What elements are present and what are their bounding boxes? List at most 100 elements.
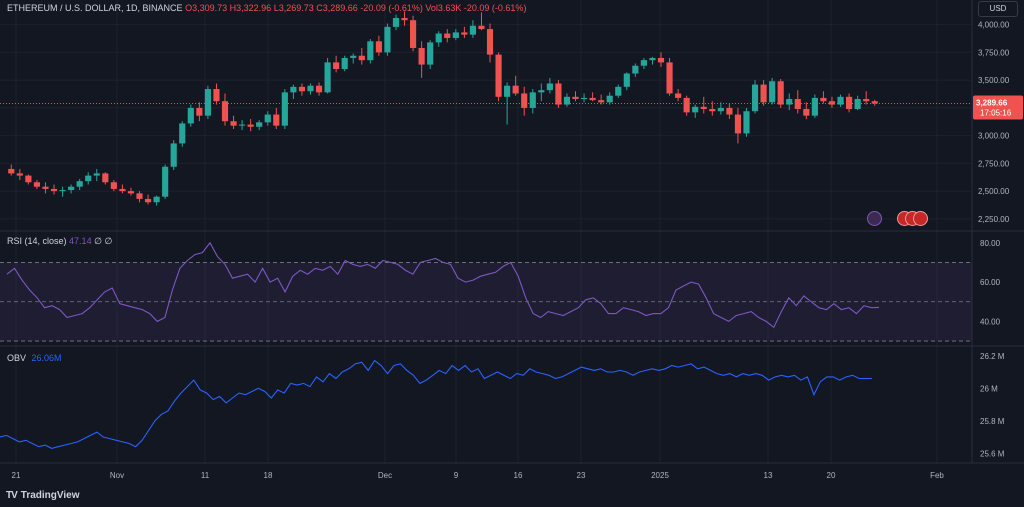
last-price-badge bbox=[973, 95, 1023, 120]
obv-tick-label: 26 M bbox=[980, 384, 998, 393]
candle-body bbox=[555, 83, 562, 105]
candle-body bbox=[8, 168, 15, 174]
candle-body bbox=[204, 89, 211, 116]
candle-body bbox=[110, 182, 117, 189]
rsi-extra-2: ∅ bbox=[104, 236, 113, 246]
currency-button[interactable]: USD bbox=[978, 1, 1018, 17]
candle-body bbox=[598, 100, 605, 103]
time-tick-label: 20 bbox=[827, 471, 836, 480]
time-tick-label: Nov bbox=[110, 471, 124, 480]
candle-body bbox=[256, 122, 263, 127]
open-value: O3,309.73 bbox=[185, 3, 228, 13]
candle-body bbox=[281, 92, 288, 126]
candle-body bbox=[777, 81, 784, 105]
candle-body bbox=[743, 111, 750, 134]
time-tick-label: 13 bbox=[764, 471, 773, 480]
candle-body bbox=[632, 65, 639, 74]
candle-body bbox=[760, 84, 767, 103]
candle-body bbox=[144, 198, 152, 203]
time-tick-label: Dec bbox=[378, 471, 392, 480]
rsi-line bbox=[6, 241, 880, 329]
candle-body bbox=[50, 188, 58, 192]
candle-body bbox=[418, 47, 425, 65]
candle-body bbox=[751, 84, 759, 112]
time-tick-label: 16 bbox=[514, 471, 523, 480]
candle-body bbox=[717, 107, 724, 112]
candle-body bbox=[273, 114, 280, 126]
obv-tick-label: 25.8 M bbox=[980, 417, 1005, 426]
candle-body bbox=[384, 26, 391, 53]
candle-body bbox=[102, 173, 109, 183]
tradingview-brand[interactable]: TV TradingView bbox=[6, 490, 80, 501]
candle-body bbox=[25, 175, 32, 183]
candle-body bbox=[623, 73, 630, 87]
brand-label: TradingView bbox=[20, 490, 80, 501]
candle-body bbox=[290, 86, 297, 93]
candle-body bbox=[521, 93, 528, 108]
tradingview-logo-icon: TV bbox=[6, 490, 18, 501]
candle-body bbox=[538, 90, 545, 93]
obv-tick-label: 26.2 M bbox=[980, 352, 1005, 361]
candle-body bbox=[478, 25, 485, 30]
time-tick-label: Feb bbox=[930, 471, 944, 480]
candle-body bbox=[444, 33, 451, 38]
price-tick-label: 2,500.00 bbox=[978, 187, 1010, 196]
candle-body bbox=[580, 97, 588, 100]
last-price-label: 3,289.66 bbox=[976, 98, 1008, 107]
candle-body bbox=[324, 62, 331, 93]
high-value: H3,322.96 bbox=[229, 3, 272, 13]
candle-body bbox=[247, 124, 254, 127]
candle-body bbox=[675, 93, 682, 98]
candle-body bbox=[170, 143, 177, 167]
candle-body bbox=[606, 95, 613, 103]
candle-body bbox=[786, 99, 793, 105]
candle-body bbox=[213, 89, 220, 102]
candle-body bbox=[179, 123, 186, 144]
candle-body bbox=[367, 41, 374, 61]
candle-body bbox=[726, 107, 733, 115]
candle-body bbox=[136, 193, 143, 199]
candle-body bbox=[504, 85, 511, 97]
candle-body bbox=[264, 114, 271, 123]
price-tick-label: 4,000.00 bbox=[978, 21, 1010, 30]
close-value: C3,289.66 bbox=[316, 3, 358, 13]
obv-legend[interactable]: OBV 26.06M bbox=[7, 353, 62, 363]
candle-body bbox=[68, 186, 75, 191]
rsi-legend[interactable]: RSI (14, close) 47.14 ∅ ∅ bbox=[7, 236, 112, 247]
change-value: -20.09 (-0.61%) bbox=[360, 3, 423, 13]
candle-body bbox=[127, 191, 135, 194]
obv-value: 26.06M bbox=[31, 353, 62, 363]
candle-body bbox=[76, 181, 83, 187]
rsi-value: 47.14 bbox=[69, 236, 92, 246]
volume-change-value: -20.09 (-0.61%) bbox=[463, 3, 527, 13]
candle-body bbox=[42, 186, 49, 189]
us-flag-event-icon[interactable] bbox=[913, 211, 928, 226]
obv-line bbox=[0, 359, 872, 449]
candle-body bbox=[298, 86, 306, 92]
candle-body bbox=[187, 107, 194, 124]
candle-body bbox=[769, 81, 776, 103]
symbol-header: ETHEREUM / U.S. DOLLAR, 1D, BINANCE O3,3… bbox=[7, 3, 526, 13]
rsi-tick-label: 60.00 bbox=[980, 278, 1001, 287]
price-tick-label: 2,750.00 bbox=[978, 159, 1010, 168]
candle-body bbox=[221, 101, 229, 122]
symbol-name[interactable]: ETHEREUM / U.S. DOLLAR, 1D, BINANCE bbox=[7, 3, 183, 13]
volume-value: Vol3.63K bbox=[425, 3, 462, 13]
rsi-tick-label: 80.00 bbox=[980, 239, 1001, 248]
rsi-extra-1: ∅ bbox=[94, 236, 102, 246]
candle-body bbox=[563, 96, 571, 105]
candle-body bbox=[512, 85, 519, 94]
candle-body bbox=[854, 99, 861, 110]
candle-body bbox=[452, 32, 459, 38]
candle-body bbox=[469, 25, 476, 35]
candle-body bbox=[410, 20, 417, 48]
time-tick-label: 2025 bbox=[651, 471, 669, 480]
candle-body bbox=[392, 17, 400, 27]
candle-body bbox=[230, 121, 237, 126]
time-tick-label: 23 bbox=[577, 471, 586, 480]
lightning-event-icon[interactable] bbox=[867, 211, 882, 226]
candle-body bbox=[666, 62, 673, 94]
candle-body bbox=[486, 29, 494, 55]
candle-body bbox=[615, 86, 622, 96]
